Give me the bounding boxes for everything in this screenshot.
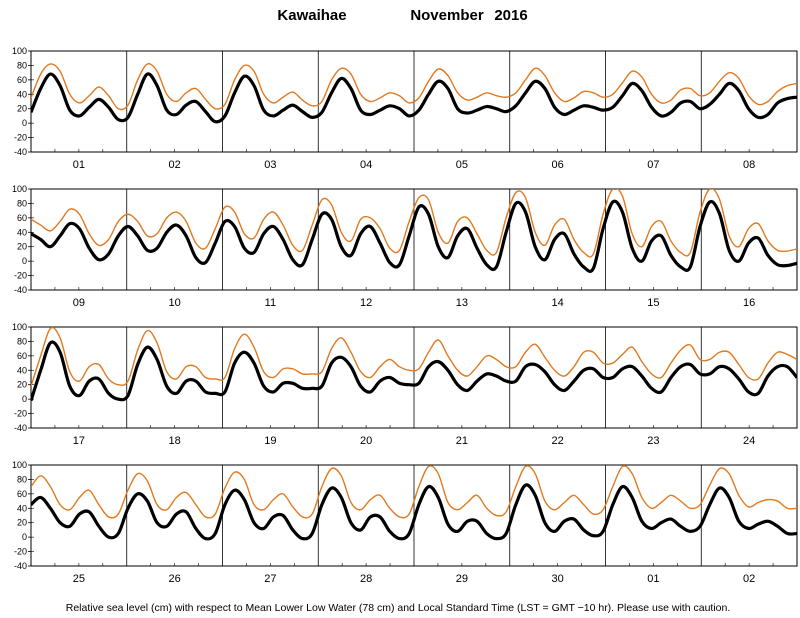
y-tick-label: 40 bbox=[17, 503, 27, 513]
day-label: 03 bbox=[264, 159, 276, 171]
day-label: 10 bbox=[169, 297, 181, 309]
y-tick-label: -40 bbox=[14, 147, 27, 157]
day-label: 02 bbox=[169, 159, 181, 171]
panel-3: 17 18 19 20 21 22 23 24 -40 -20 0 20 40 60 80 100 bbox=[12, 322, 798, 447]
y-tick-label: 0 bbox=[22, 256, 27, 266]
series-line-black bbox=[31, 483, 797, 541]
series-line-black bbox=[31, 199, 797, 273]
y-tick-label: 100 bbox=[12, 460, 27, 470]
y-tick-label: 60 bbox=[17, 213, 27, 223]
day-label: 01 bbox=[647, 573, 659, 585]
day-label: 15 bbox=[647, 297, 659, 309]
y-tick-label: -20 bbox=[14, 133, 27, 143]
chart-title: Kawaihae November 2016 bbox=[277, 7, 527, 24]
day-label: 30 bbox=[552, 573, 564, 585]
y-tick-label: 60 bbox=[17, 351, 27, 361]
day-label: 07 bbox=[647, 159, 659, 171]
day-label: 24 bbox=[743, 435, 755, 447]
day-label: 08 bbox=[743, 159, 755, 171]
title-year: 2016 bbox=[494, 7, 527, 24]
day-label: 22 bbox=[552, 435, 564, 447]
y-tick-label: 0 bbox=[22, 118, 27, 128]
series-line-black bbox=[31, 72, 797, 124]
day-label: 13 bbox=[456, 297, 468, 309]
day-label: 25 bbox=[73, 573, 85, 585]
y-tick-label: 20 bbox=[17, 518, 27, 528]
panel-1: 01 02 03 04 05 06 07 08 -40 -20 0 20 40 60 80 100 bbox=[12, 46, 798, 171]
panel-4: 25 26 27 28 29 30 01 02 -40 -20 0 20 40 60 80 100 bbox=[12, 460, 798, 585]
series-line-black bbox=[31, 340, 797, 402]
day-label: 20 bbox=[360, 435, 372, 447]
y-tick-label: 20 bbox=[17, 242, 27, 252]
y-tick-label: 100 bbox=[12, 46, 27, 56]
day-label: 27 bbox=[264, 573, 276, 585]
y-tick-label: -20 bbox=[14, 409, 27, 419]
y-tick-label: 0 bbox=[22, 532, 27, 542]
title-location: Kawaihae bbox=[277, 7, 346, 24]
day-label: 04 bbox=[360, 159, 372, 171]
footer-note: Relative sea level (cm) with respect to … bbox=[66, 602, 731, 614]
y-tick-label: 40 bbox=[17, 89, 27, 99]
series-line-orange bbox=[31, 62, 797, 111]
day-label: 12 bbox=[360, 297, 372, 309]
y-tick-label: -40 bbox=[14, 423, 27, 433]
y-tick-label: 20 bbox=[17, 104, 27, 114]
y-tick-label: -40 bbox=[14, 561, 27, 571]
y-tick-label: 100 bbox=[12, 322, 27, 332]
series-line-orange bbox=[31, 327, 797, 387]
y-tick-label: 40 bbox=[17, 227, 27, 237]
y-tick-label: 80 bbox=[17, 60, 27, 70]
y-tick-label: 60 bbox=[17, 489, 27, 499]
y-tick-label: -20 bbox=[14, 271, 27, 281]
day-label: 17 bbox=[73, 435, 85, 447]
y-tick-label: 100 bbox=[12, 184, 27, 194]
title-month: November bbox=[410, 7, 484, 24]
y-tick-label: -40 bbox=[14, 285, 27, 295]
day-label: 09 bbox=[73, 297, 85, 309]
y-tick-label: 20 bbox=[17, 380, 27, 390]
day-label: 28 bbox=[360, 573, 372, 585]
day-label: 16 bbox=[743, 297, 755, 309]
day-label: 21 bbox=[456, 435, 468, 447]
y-tick-label: 80 bbox=[17, 198, 27, 208]
day-label: 26 bbox=[169, 573, 181, 585]
day-label: 19 bbox=[264, 435, 276, 447]
y-tick-label: 60 bbox=[17, 75, 27, 85]
day-label: 06 bbox=[552, 159, 564, 171]
series-line-orange bbox=[31, 465, 797, 519]
day-label: 11 bbox=[265, 297, 276, 309]
series-line-orange bbox=[31, 189, 797, 258]
y-tick-label: 0 bbox=[22, 394, 27, 404]
y-tick-label: 40 bbox=[17, 365, 27, 375]
y-tick-label: 80 bbox=[17, 474, 27, 484]
day-label: 01 bbox=[73, 159, 85, 171]
panel-2: 09 10 11 12 13 14 15 16 -40 -20 0 20 40 60 80 100 bbox=[12, 184, 798, 309]
day-label: 05 bbox=[456, 159, 468, 171]
day-label: 29 bbox=[456, 573, 468, 585]
day-label: 23 bbox=[647, 435, 659, 447]
y-tick-label: 80 bbox=[17, 336, 27, 346]
day-label: 02 bbox=[743, 573, 755, 585]
day-label: 14 bbox=[552, 297, 564, 309]
day-label: 18 bbox=[169, 435, 181, 447]
y-tick-label: -20 bbox=[14, 547, 27, 557]
